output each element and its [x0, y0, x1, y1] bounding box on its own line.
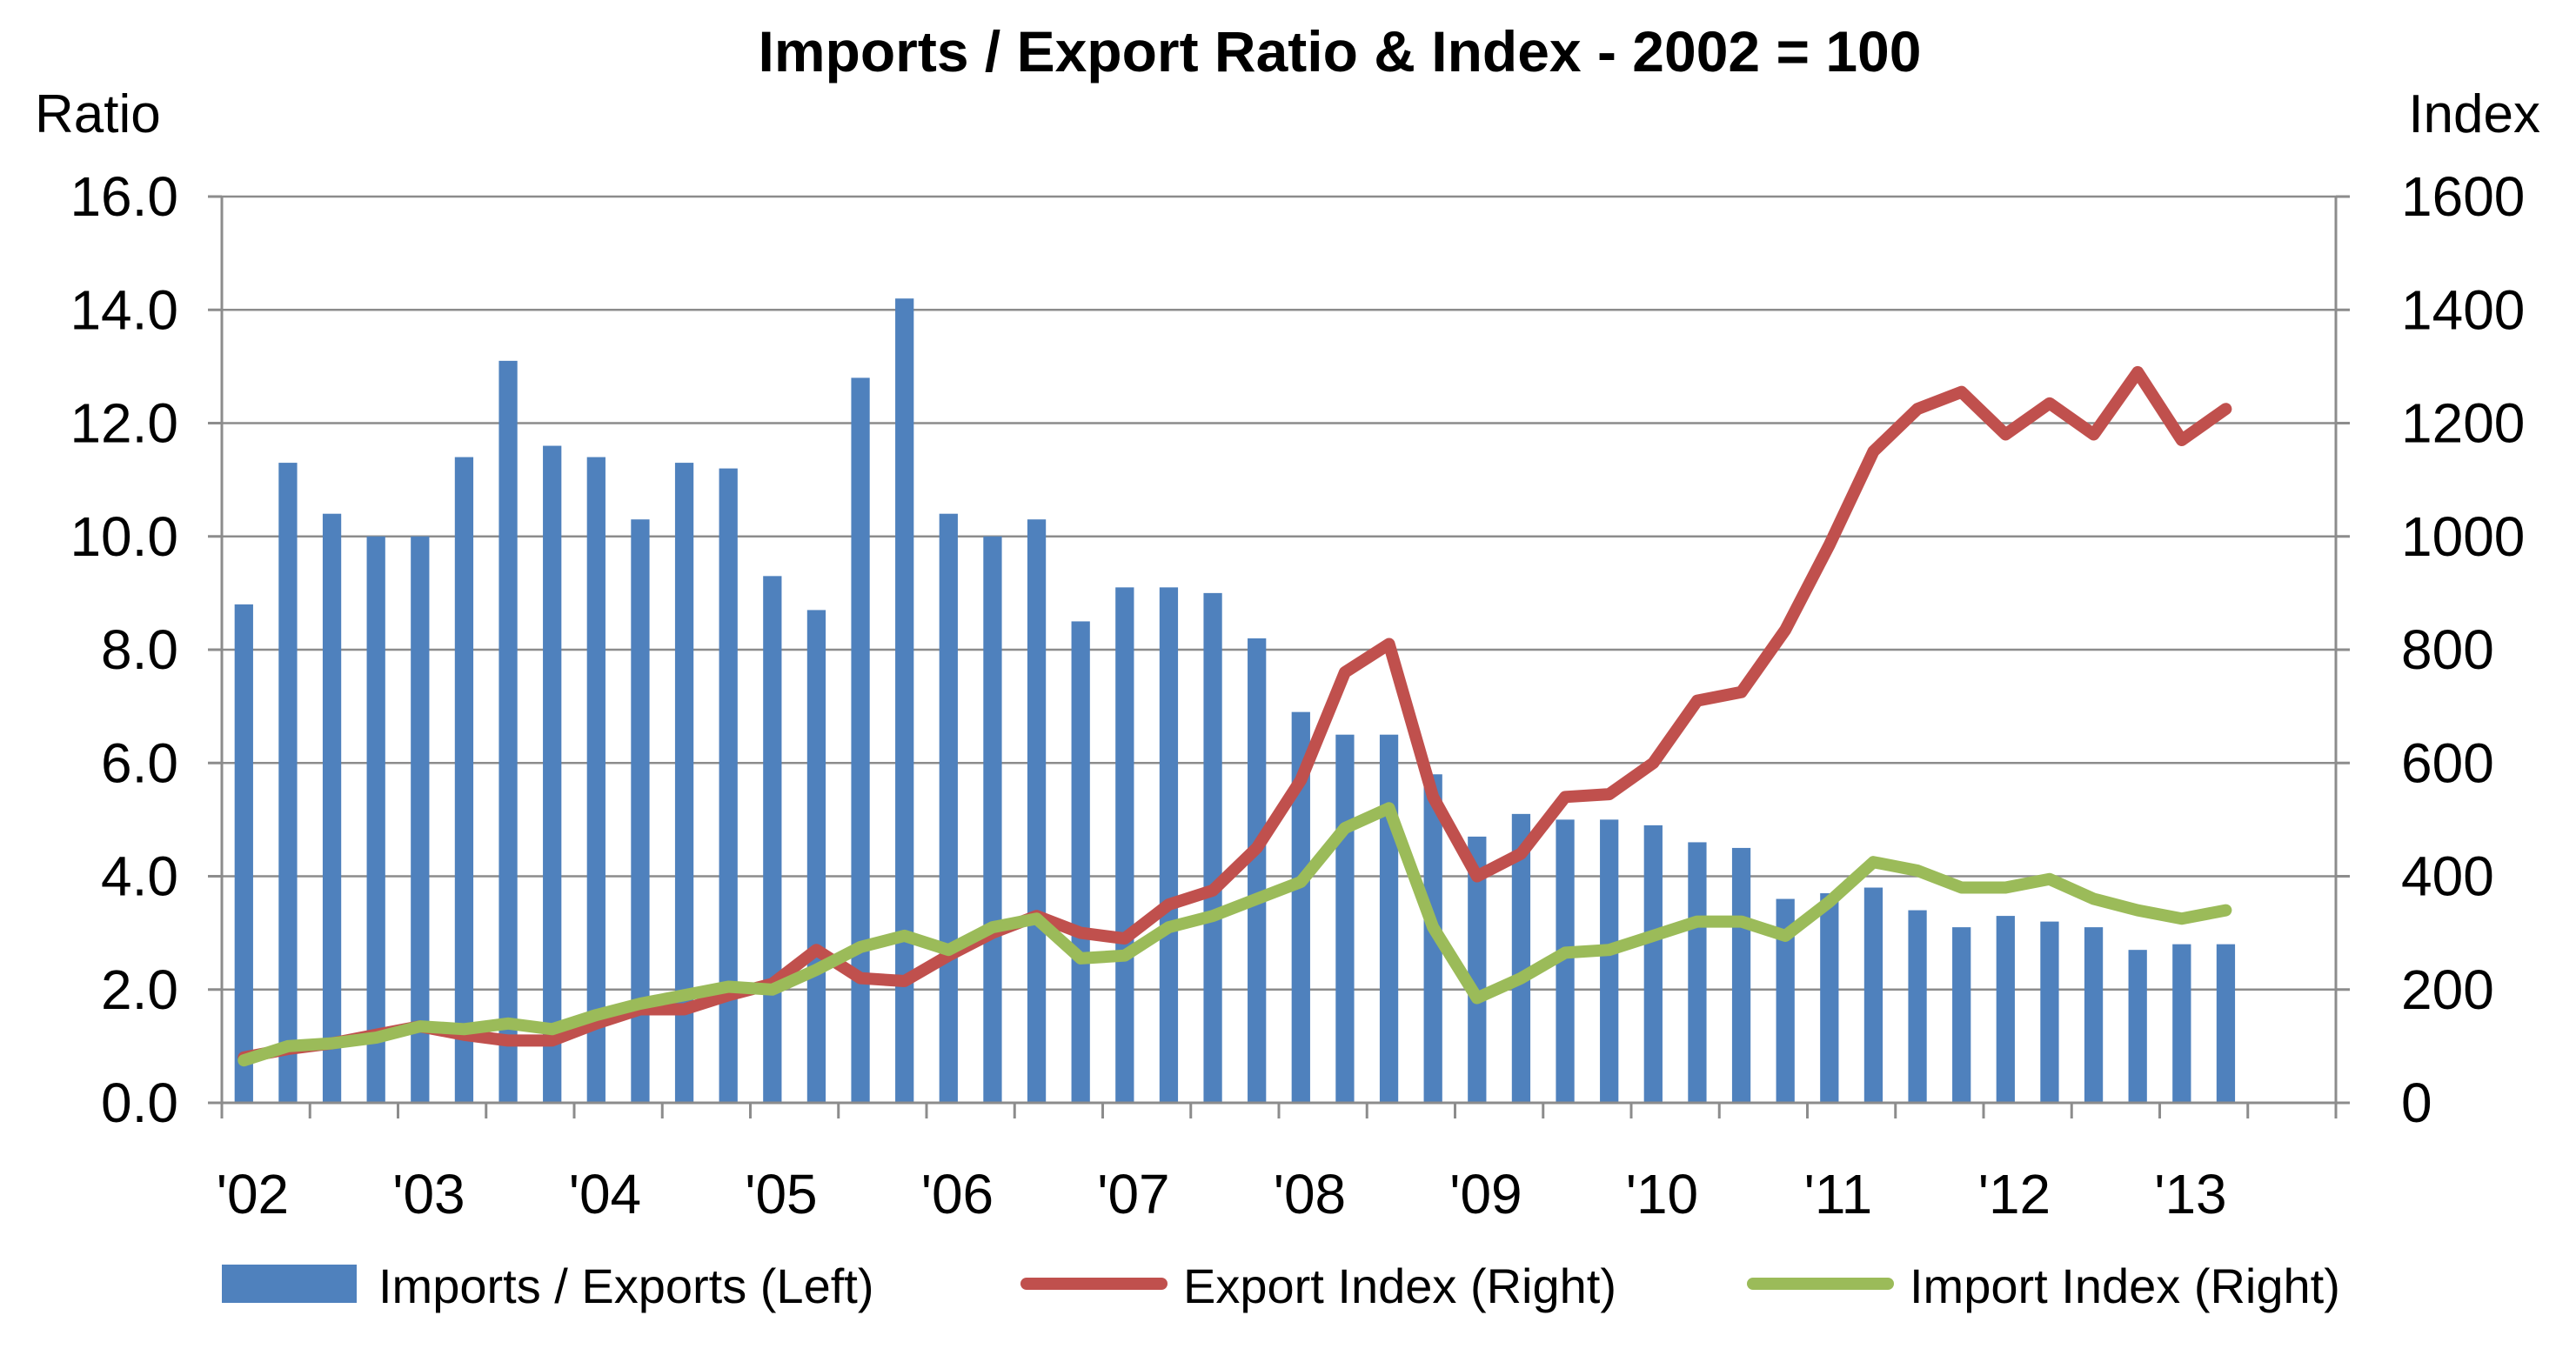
bar	[1248, 638, 1267, 1103]
left-tick-label: 12.0	[70, 392, 178, 455]
bar	[1027, 519, 1047, 1103]
x-tick-label: '09	[1449, 1163, 1522, 1225]
bar	[939, 513, 958, 1103]
bar	[2216, 944, 2236, 1103]
left-tick-label: 14.0	[70, 278, 178, 341]
series-line	[238, 802, 2232, 1067]
bar	[1159, 587, 1179, 1103]
bar	[454, 457, 474, 1103]
bar	[631, 519, 650, 1103]
legend: Imports / Exports (Left) Export Index (Ri…	[222, 1259, 2340, 1313]
bar	[1379, 734, 1399, 1103]
left-tick-label: 0.0	[101, 1072, 178, 1134]
right-tick-label: 200	[2401, 958, 2494, 1021]
bar	[1776, 898, 1795, 1103]
x-tick-label: '04	[569, 1163, 641, 1225]
bar	[1996, 916, 2015, 1103]
bar	[1908, 910, 1927, 1103]
right-tick-label: 1200	[2401, 392, 2525, 455]
x-tick-label: '12	[1978, 1163, 2051, 1225]
bar	[1511, 813, 1531, 1103]
right-tick-label: 1600	[2401, 165, 2525, 228]
bar	[763, 576, 782, 1103]
bar	[806, 610, 826, 1103]
right-tick-label: 1000	[2401, 505, 2525, 568]
x-tick-label: '08	[1274, 1163, 1346, 1225]
x-tick-label: '03	[392, 1163, 465, 1225]
chart-title: Imports / Export Ratio & Index - 2002 = …	[759, 19, 1922, 83]
bar	[719, 468, 738, 1103]
bar	[543, 445, 562, 1103]
bar	[1203, 592, 1222, 1103]
x-tick-label: '06	[921, 1163, 994, 1225]
bar	[366, 536, 385, 1103]
bar	[1071, 621, 1090, 1103]
legend-swatch	[222, 1265, 357, 1303]
left-tick-label: 2.0	[101, 958, 178, 1021]
series-line	[238, 365, 2232, 1064]
bar	[1468, 836, 1487, 1103]
bar	[1643, 825, 1663, 1103]
bar	[2040, 921, 2059, 1103]
bar	[1731, 847, 1751, 1103]
bar	[1600, 819, 1619, 1103]
bar	[983, 536, 1002, 1103]
right-axis-label: Index	[2408, 84, 2540, 144]
bar	[278, 463, 298, 1103]
right-tick-label: 1400	[2401, 278, 2525, 341]
bar	[1115, 587, 1134, 1103]
x-tick-label: '11	[1804, 1163, 1873, 1225]
left-tick-label: 6.0	[101, 731, 178, 794]
bar	[674, 463, 694, 1103]
bar	[1952, 927, 1971, 1103]
bar	[1556, 819, 1575, 1103]
bar	[498, 360, 518, 1103]
x-tick-label: '05	[745, 1163, 817, 1225]
bar	[895, 298, 914, 1104]
gridlines	[222, 195, 2336, 991]
legend-label: Imports / Exports (Left)	[378, 1259, 874, 1313]
left-tick-label: 16.0	[70, 165, 178, 228]
bar	[2084, 927, 2104, 1103]
x-tick-label: '07	[1097, 1163, 1169, 1225]
bar	[1335, 734, 1355, 1103]
x-tick-label: '02	[217, 1163, 289, 1225]
legend-label: Import Index (Right)	[1910, 1259, 2340, 1313]
legend-label: Export Index (Right)	[1183, 1259, 1616, 1313]
bar	[411, 536, 430, 1103]
bar	[586, 457, 606, 1103]
bar-series	[234, 298, 2236, 1104]
left-tick-label: 10.0	[70, 505, 178, 568]
bar	[1688, 842, 1707, 1103]
bar	[851, 377, 870, 1103]
line-series	[238, 365, 2232, 1067]
bar	[1863, 887, 1883, 1103]
right-tick-label: 0	[2401, 1072, 2432, 1134]
x-tick-label: '13	[2154, 1163, 2226, 1225]
right-tick-label: 800	[2401, 618, 2494, 681]
left-tick-label: 8.0	[101, 618, 178, 681]
right-tick-label: 600	[2401, 731, 2494, 794]
tick-labels: 0.0 0 2.0 200 4.0 400 6.0 600 8.0 800 10.0 1000 12.0…	[70, 165, 2525, 1225]
right-tick-label: 400	[2401, 845, 2494, 908]
bar	[2172, 944, 2191, 1103]
bar	[1291, 711, 1310, 1103]
axes	[208, 195, 2350, 1118]
x-tick-label: '10	[1626, 1163, 1698, 1225]
bar	[1820, 893, 1839, 1103]
bar	[322, 513, 342, 1103]
left-tick-label: 4.0	[101, 845, 178, 908]
bar	[2128, 950, 2147, 1103]
bar	[234, 604, 253, 1103]
left-axis-label: Ratio	[35, 84, 161, 144]
